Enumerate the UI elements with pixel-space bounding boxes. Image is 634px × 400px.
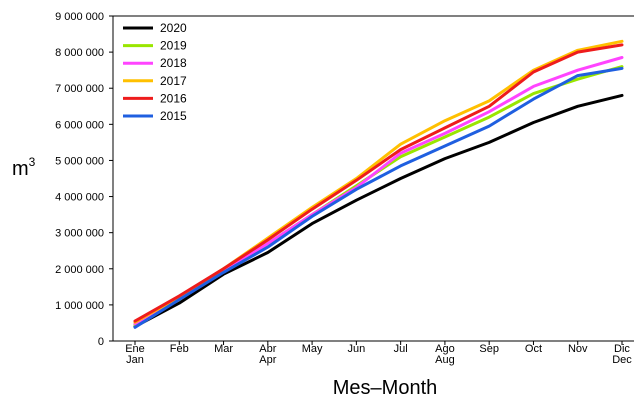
x-tick-label-es: Ene xyxy=(125,343,145,355)
axes xyxy=(112,15,634,342)
series-line-2017 xyxy=(133,39,624,324)
x-tick-label-en: Dec xyxy=(612,354,632,366)
y-tick-label: 5 000 000 xyxy=(55,155,104,167)
legend-label-2016: 2016 xyxy=(160,91,187,105)
y-tick-label: 9 000 000 xyxy=(55,11,104,23)
y-tick-label: 0 xyxy=(98,336,104,348)
x-tick-label-es: Oct xyxy=(525,343,542,355)
y-tick-label: 1 000 000 xyxy=(55,300,104,312)
series-line-2020 xyxy=(133,93,624,329)
y-tick-label: 2 000 000 xyxy=(55,264,104,276)
legend-label-2020: 2020 xyxy=(160,21,187,35)
y-axis-label: m3 xyxy=(12,155,36,180)
legend-label-2018: 2018 xyxy=(160,56,187,70)
x-tick-label-es: Dic xyxy=(614,343,630,355)
y-axis-label-superscript: 3 xyxy=(29,155,36,169)
y-axis-label-unit: m xyxy=(12,158,29,180)
x-tick-label-es: Jul xyxy=(394,343,408,355)
y-tick-label: 3 000 000 xyxy=(55,228,104,240)
x-tick-label-es: Jun xyxy=(347,343,365,355)
x-tick-label-es: May xyxy=(302,343,323,355)
x-tick-label-es: Feb xyxy=(170,343,189,355)
x-tick-label-en: Jan xyxy=(126,354,144,366)
x-axis-label: Mes–Month xyxy=(333,377,438,399)
legend: 2020 2019 2018 2017 2016 2015 xyxy=(123,21,187,123)
x-tick-label-en: Apr xyxy=(259,354,276,366)
x-tick-label-en: Aug xyxy=(435,354,455,366)
x-tick-label-es: Nov xyxy=(568,343,588,355)
legend-label-2017: 2017 xyxy=(160,74,187,88)
legend-label-2019: 2019 xyxy=(160,39,187,53)
series-line-2016 xyxy=(133,43,624,323)
x-tick-label-es: Abr xyxy=(259,343,276,355)
legend-label-2015: 2015 xyxy=(160,109,187,123)
x-tick-label-es: Mar xyxy=(214,343,233,355)
y-tick-label: 7 000 000 xyxy=(55,83,104,95)
series-line-2015 xyxy=(133,66,624,329)
series-lines xyxy=(133,39,624,329)
y-tick-label: 6 000 000 xyxy=(55,119,104,131)
x-tick-label-es: Sep xyxy=(479,343,499,355)
y-tick-label: 4 000 000 xyxy=(55,192,104,204)
x-tick-label-es: Ago xyxy=(435,343,455,355)
y-tick-label: 8 000 000 xyxy=(55,47,104,59)
y-ticks: 0 1 000 000 2 000 000 3 000 000 4 000 000 5 0… xyxy=(55,11,113,348)
